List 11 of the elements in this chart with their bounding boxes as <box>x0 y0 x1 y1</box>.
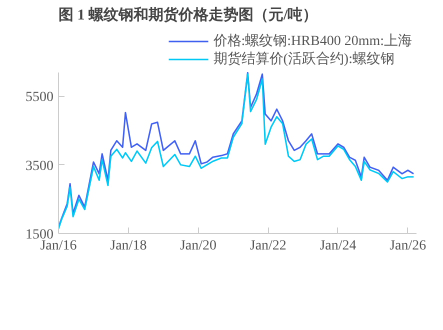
x-tick-label: Jan/18 <box>110 238 147 254</box>
x-tick-label: Jan/24 <box>320 238 356 254</box>
y-tick-label: 3500 <box>26 158 54 174</box>
x-tick-label: Jan/26 <box>390 238 426 254</box>
y-tick-label: 5500 <box>26 90 54 106</box>
legend-label: 期货结算价(活跃合约):螺纹钢 <box>213 50 394 68</box>
legend-label: 价格:螺纹钢:HRB400 20mm:上海 <box>213 32 412 50</box>
chart-title: 图 1 螺纹钢和期货价格走势图（元/吨） <box>58 6 318 24</box>
x-tick-label: Jan/16 <box>40 238 77 254</box>
x-tick-label: Jan/20 <box>180 238 217 254</box>
x-tick-label: Jan/22 <box>250 238 286 254</box>
